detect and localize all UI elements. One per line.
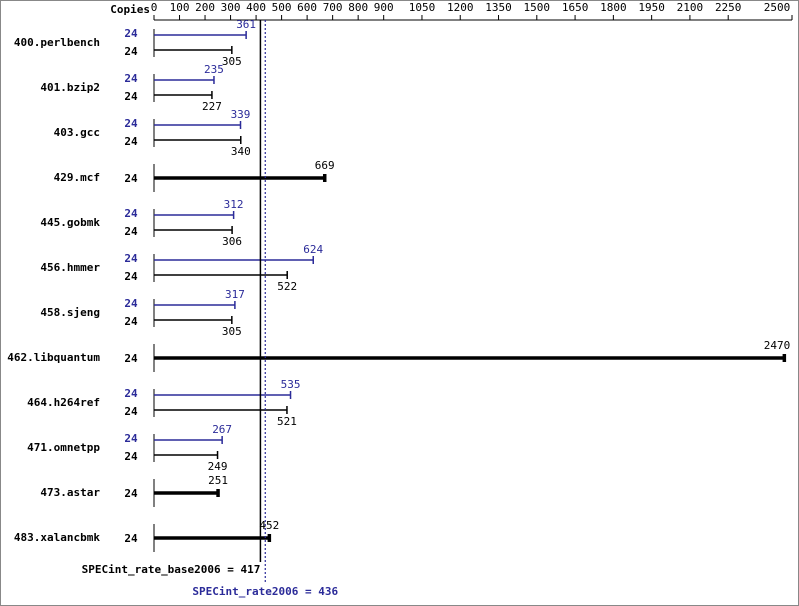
benchmark-label: 473.astar <box>40 486 100 499</box>
bar <box>154 76 215 84</box>
copies-label: 24 <box>124 352 138 365</box>
x-tick-label: 1500 <box>524 1 551 14</box>
bar <box>154 91 213 99</box>
bar <box>154 489 220 497</box>
value-label: 521 <box>277 415 297 428</box>
x-tick-label: 800 <box>348 1 368 14</box>
benchmark-label: 456.hmmer <box>40 261 100 274</box>
value-label: 305 <box>222 55 242 68</box>
bar <box>154 406 288 414</box>
x-tick-label: 500 <box>272 1 292 14</box>
x-tick-label: 1650 <box>562 1 589 14</box>
value-label: 312 <box>224 198 244 211</box>
bar <box>154 121 242 129</box>
x-tick-label: 1800 <box>600 1 627 14</box>
x-tick-label: 1350 <box>485 1 512 14</box>
x-tick-label: 1200 <box>447 1 474 14</box>
copies-label: 24 <box>124 315 138 328</box>
bar <box>154 271 288 279</box>
copies-label: 24 <box>124 405 138 418</box>
benchmark-label: 400.perlbench <box>14 36 100 49</box>
bar <box>154 391 292 399</box>
reference-label: SPECint_rate2006 = 436 <box>192 585 338 598</box>
x-tick-label: 900 <box>374 1 394 14</box>
bar <box>154 211 235 219</box>
x-tick-label: 400 <box>246 1 266 14</box>
benchmark-label: 429.mcf <box>54 171 100 184</box>
x-tick-label: 600 <box>297 1 317 14</box>
benchmark-label: 483.xalancbmk <box>14 531 100 544</box>
copies-header: Copies <box>110 3 150 16</box>
bar <box>154 174 327 182</box>
copies-label: 24 <box>124 72 138 85</box>
value-label: 267 <box>212 423 232 436</box>
value-label: 305 <box>222 325 242 338</box>
bar <box>154 226 233 234</box>
x-tick-label: 0 <box>151 1 158 14</box>
benchmark-label: 471.omnetpp <box>27 441 100 454</box>
value-label: 317 <box>225 288 245 301</box>
bar <box>154 354 787 362</box>
copies-label: 24 <box>124 207 138 220</box>
value-label: 340 <box>231 145 251 158</box>
bar <box>154 136 242 144</box>
copies-label: 24 <box>124 135 138 148</box>
benchmark-label: 403.gcc <box>54 126 100 139</box>
bar <box>154 316 233 324</box>
x-tick-label: 1050 <box>409 1 436 14</box>
copies-label: 24 <box>124 45 138 58</box>
bar <box>154 451 219 459</box>
benchmark-label: 401.bzip2 <box>40 81 100 94</box>
bar <box>154 301 236 309</box>
copies-label: 24 <box>124 487 138 500</box>
value-label: 249 <box>208 460 228 473</box>
copies-label: 24 <box>124 532 138 545</box>
copies-label: 24 <box>124 297 138 310</box>
copies-label: 24 <box>124 90 138 103</box>
copies-label: 24 <box>124 225 138 238</box>
x-tick-label: 700 <box>323 1 343 14</box>
x-tick-label: 100 <box>170 1 190 14</box>
value-label: 2470 <box>764 339 791 352</box>
copies-label: 24 <box>124 432 138 445</box>
copies-label: 24 <box>124 172 138 185</box>
value-label: 522 <box>277 280 297 293</box>
value-label: 227 <box>202 100 222 113</box>
benchmark-label: 462.libquantum <box>7 351 100 364</box>
value-label: 235 <box>204 63 224 76</box>
bar <box>154 534 272 542</box>
x-tick-label: 1950 <box>638 1 665 14</box>
benchmark-label: 464.h264ref <box>27 396 100 409</box>
benchmark-label: 445.gobmk <box>40 216 100 229</box>
bar <box>154 436 223 444</box>
value-label: 452 <box>259 519 279 532</box>
x-tick-label: 200 <box>195 1 215 14</box>
x-tick-label: 300 <box>221 1 241 14</box>
value-label: 339 <box>231 108 251 121</box>
copies-label: 24 <box>124 270 138 283</box>
copies-label: 24 <box>124 450 138 463</box>
value-label: 624 <box>303 243 323 256</box>
copies-label: 24 <box>124 387 138 400</box>
bar <box>154 46 233 54</box>
value-label: 361 <box>236 18 256 31</box>
value-label: 535 <box>281 378 301 391</box>
value-label: 306 <box>222 235 242 248</box>
copies-label: 24 <box>124 252 138 265</box>
copies-label: 24 <box>124 117 138 130</box>
x-tick-label: 2250 <box>715 1 742 14</box>
benchmark-label: 458.sjeng <box>40 306 100 319</box>
value-label: 669 <box>315 159 335 172</box>
copies-label: 24 <box>124 27 138 40</box>
bar <box>154 31 247 39</box>
value-label: 251 <box>208 474 228 487</box>
bar <box>154 256 314 264</box>
reference-label: SPECint_rate_base2006 = 417 <box>82 563 261 576</box>
x-tick-label: 2100 <box>677 1 704 14</box>
x-tick-label: 2500 <box>764 1 791 14</box>
